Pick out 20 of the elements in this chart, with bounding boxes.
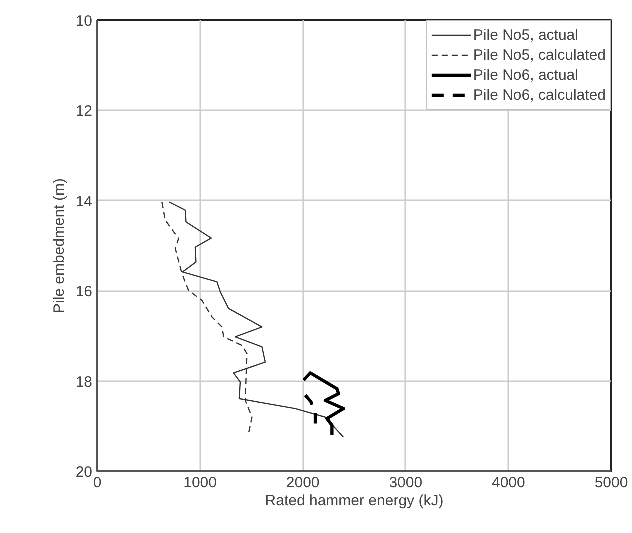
legend-label: Pile No5, actual <box>473 26 578 44</box>
x-tick-label: 0 <box>93 474 102 492</box>
x-tick-label: 5000 <box>594 474 628 492</box>
legend-label: Pile No6, calculated <box>473 86 606 104</box>
y-tick-label: 12 <box>76 103 93 120</box>
y-tick-label: 10 <box>76 13 93 30</box>
y-tick-label: 20 <box>76 464 93 481</box>
y-tick-label: 14 <box>76 193 93 210</box>
line-series <box>304 394 318 426</box>
x-tick-label: 1000 <box>184 474 217 492</box>
y-tick-label: 16 <box>76 284 93 301</box>
y-axis-title: Pile embedment (m) <box>50 178 68 314</box>
y-tick-label: 18 <box>76 374 93 391</box>
x-tick-label: 3000 <box>389 474 423 492</box>
legend-label: Pile No6, actual <box>473 66 578 84</box>
x-tick-label: 2000 <box>286 474 320 492</box>
x-tick-label: 4000 <box>492 474 526 492</box>
legend-label: Pile No5, calculated <box>473 46 606 64</box>
line-series <box>302 372 346 438</box>
x-axis-title: Rated hammer energy (kJ) <box>265 492 444 510</box>
